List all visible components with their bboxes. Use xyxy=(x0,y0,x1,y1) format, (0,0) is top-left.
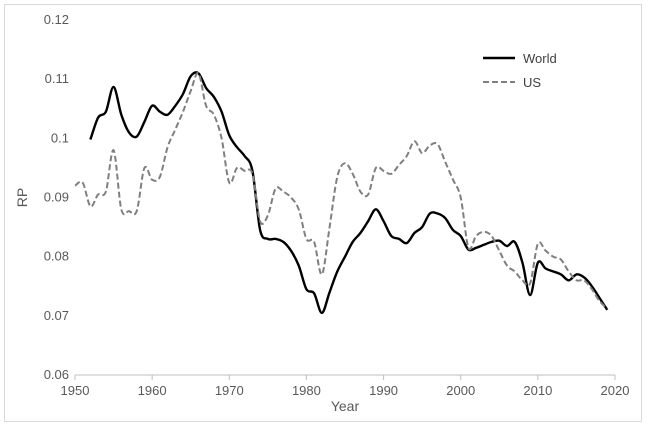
series-layer xyxy=(74,71,609,315)
x-tick-label: 1960 xyxy=(138,383,167,398)
x-tick-label: 1950 xyxy=(61,383,90,398)
y-tick-label: 0.09 xyxy=(44,190,69,205)
x-tick-label: 2000 xyxy=(446,383,475,398)
y-axis-ticks: 0.06 0.07 0.08 0.09 0.1 0.11 0.12 xyxy=(44,12,69,382)
x-tick-label: 1990 xyxy=(369,383,398,398)
y-tick-label: 0.11 xyxy=(45,71,69,86)
x-tick-label: 1970 xyxy=(215,383,244,398)
y-tick-label: 0.1 xyxy=(51,130,69,145)
x-tick-label: 2010 xyxy=(523,383,552,398)
legend-label-us: US xyxy=(523,75,541,90)
y-tick-label: 0.12 xyxy=(44,12,69,27)
y-axis-title: RP xyxy=(14,188,30,207)
chart-container: 0.06 0.07 0.08 0.09 0.1 0.11 0.12 1950 1960 1970… xyxy=(4,4,642,422)
y-tick-label: 0.07 xyxy=(44,308,69,323)
x-tick-label: 2020 xyxy=(601,383,630,398)
y-tick-label: 0.08 xyxy=(44,249,69,264)
x-tick-label: 1980 xyxy=(292,383,321,398)
y-tick-label: 0.06 xyxy=(44,367,69,382)
legend: World US xyxy=(483,51,557,90)
x-axis-ticks: 1950 1960 1970 1980 1990 2000 2010 2020 xyxy=(61,375,630,398)
series-line-world xyxy=(89,71,609,315)
line-chart: 0.06 0.07 0.08 0.09 0.1 0.11 0.12 1950 1960 1970… xyxy=(14,12,630,414)
x-axis-title: Year xyxy=(331,398,360,414)
series-line-us xyxy=(74,72,608,310)
legend-label-world: World xyxy=(523,51,557,66)
